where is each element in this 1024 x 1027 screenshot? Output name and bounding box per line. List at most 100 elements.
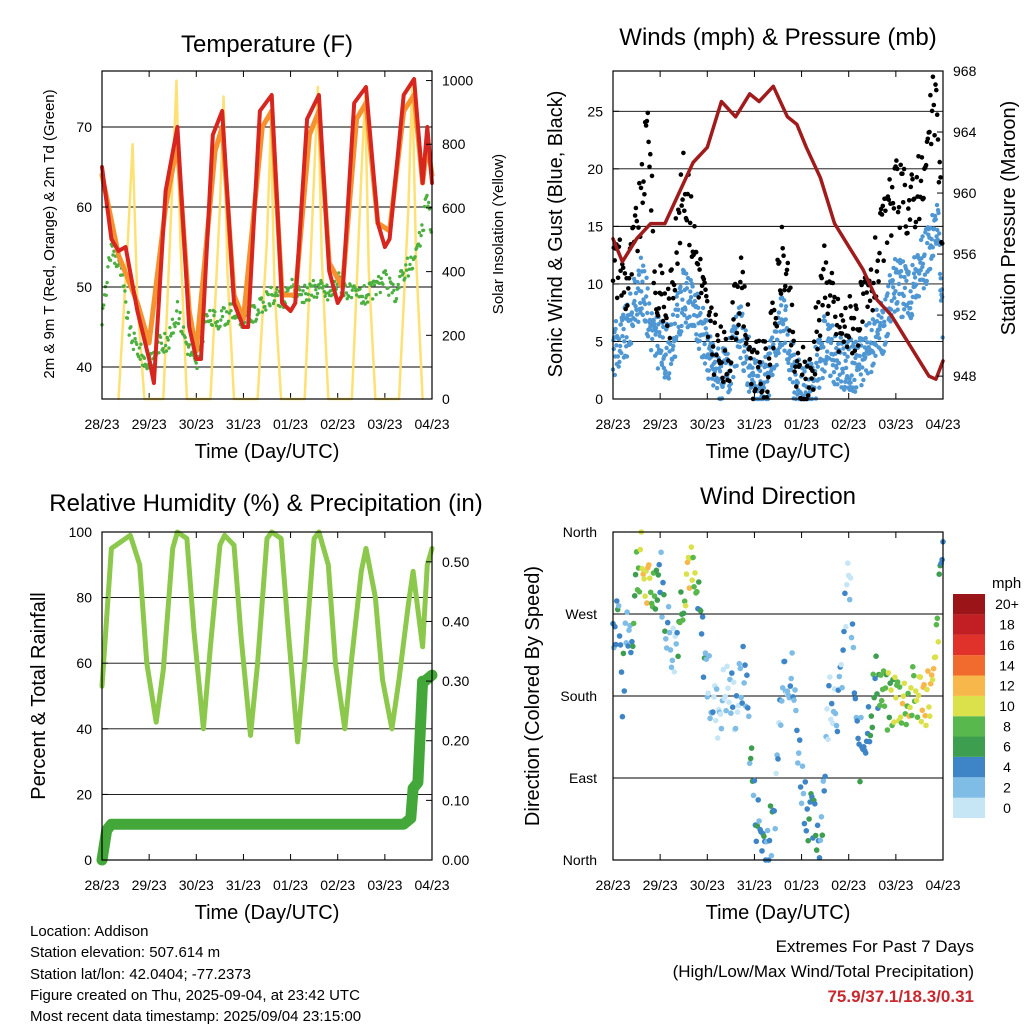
gust-point (841, 339, 847, 345)
wind-direction-point (846, 596, 853, 603)
dewpoint-point (261, 300, 265, 304)
winds-xtick-label: 02/23 (831, 416, 866, 432)
gust-point (783, 283, 788, 289)
temperature-y2tick-label: 0 (442, 391, 450, 407)
wind-direction-point (624, 609, 630, 615)
wind-direction-point (690, 554, 696, 561)
sonic-wind-point (830, 323, 835, 328)
dewpoint-point (161, 346, 165, 351)
wind-direction-point (751, 777, 758, 784)
wind-direction-point (928, 672, 935, 678)
gust-point (852, 348, 858, 354)
sonic-wind-point (782, 348, 787, 353)
colorbar-label: 16 (999, 637, 1015, 653)
sonic-wind-point (660, 335, 665, 340)
wind-direction-point (723, 707, 729, 714)
colorbar-label: 6 (1003, 739, 1011, 755)
gust-point (625, 303, 630, 308)
dewpoint-point (413, 255, 417, 259)
gust-point (847, 294, 853, 299)
wind-direction-point (909, 712, 915, 719)
gust-point (704, 293, 709, 299)
wind-direction-point (705, 690, 711, 696)
wind-direction-point (691, 584, 697, 590)
wind-direction-point (619, 713, 626, 720)
sonic-wind-point (671, 343, 676, 349)
gust-point (737, 311, 742, 316)
dewpoint-point (256, 308, 260, 312)
gust-point (825, 311, 830, 317)
dewpoint-point (254, 317, 259, 321)
wind-direction-point (669, 657, 676, 664)
gust-point (713, 312, 718, 318)
gust-point (827, 293, 833, 298)
sonic-wind-point (742, 360, 748, 365)
dewpoint-point (226, 319, 231, 323)
sonic-wind-point (845, 354, 850, 359)
humidity-y2tick-label: 0.00 (442, 852, 469, 868)
dewpoint-point (325, 283, 329, 287)
sonic-wind-point (663, 368, 668, 374)
wind-direction-point (626, 627, 632, 633)
sonic-wind-point (814, 360, 819, 366)
gust-point (665, 323, 670, 329)
sonic-wind-point (865, 371, 871, 376)
wind-direction-point (724, 663, 730, 670)
wind-direction-point (915, 692, 922, 699)
sonic-wind-point (731, 374, 736, 380)
direction-ytick-label: South (560, 688, 597, 704)
gust-point (936, 180, 942, 185)
sonic-wind-point (880, 310, 886, 315)
wind-direction-point (838, 661, 844, 668)
wind-direction-point (684, 559, 691, 566)
winds-y2tick-label: 960 (953, 185, 977, 201)
sonic-wind-point (618, 343, 623, 349)
sonic-wind-point (688, 295, 694, 300)
gust-point (642, 192, 647, 197)
dewpoint-point (306, 292, 310, 296)
gust-point (903, 224, 909, 229)
sonic-wind-point (779, 303, 784, 308)
gust-point (646, 139, 651, 145)
dewpoint-point (396, 282, 400, 287)
sonic-wind-point (645, 334, 651, 339)
sonic-wind-point (922, 272, 928, 277)
sonic-wind-point (894, 267, 899, 272)
wind-direction-point (803, 828, 810, 834)
dewpoint-point (181, 325, 186, 329)
gust-point (758, 381, 763, 387)
wind-direction-point (862, 750, 869, 756)
gust-point (728, 360, 734, 366)
gust-point (635, 248, 640, 254)
sonic-wind-point (910, 262, 915, 268)
dewpoint-point (310, 284, 315, 288)
sonic-wind-point (776, 350, 781, 356)
colorbar-swatch (953, 655, 985, 676)
wind-direction-point (827, 674, 833, 680)
sonic-wind-point (622, 339, 627, 344)
wind-direction-point (905, 690, 911, 697)
sonic-wind-point (938, 276, 943, 281)
sonic-wind-point (674, 334, 679, 340)
sonic-wind-point (757, 385, 762, 390)
gust-point (666, 296, 672, 301)
colorbar-swatch (953, 634, 985, 656)
gust-point (879, 212, 885, 217)
gust-point (652, 269, 657, 274)
wind-direction-point (655, 572, 662, 578)
gust-point (836, 349, 841, 354)
sonic-wind-point (655, 343, 660, 349)
sonic-wind-point (770, 372, 775, 378)
humidity-y2tick-label: 0.20 (442, 733, 469, 749)
gust-point (735, 284, 740, 290)
sonic-wind-point (667, 371, 672, 376)
sonic-wind-point (695, 291, 700, 296)
wind-direction-point (750, 792, 757, 799)
sonic-wind-point (841, 346, 846, 351)
dewpoint-point (354, 293, 359, 297)
wind-direction-point (848, 634, 855, 641)
wind-direction-point (919, 707, 926, 714)
dewpoint-point (175, 300, 180, 304)
sonic-wind-point (902, 285, 908, 291)
dewpoint-point (120, 273, 125, 277)
